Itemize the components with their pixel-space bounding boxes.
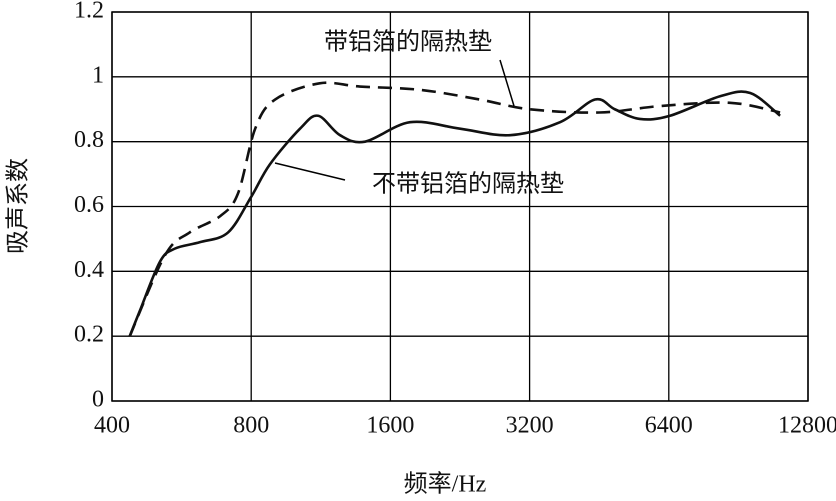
y-tick-label: 0 (92, 387, 104, 413)
x-tick-label: 800 (233, 413, 269, 439)
y-tick-label: 0.2 (74, 322, 104, 348)
plot-frame (111, 11, 809, 402)
series-line (128, 81, 781, 337)
x-tick-label: 1600 (366, 413, 414, 439)
y-tick-label: 1.2 (74, 0, 104, 24)
y-tick-label: 0.4 (74, 257, 104, 283)
series-line (128, 90, 781, 337)
leader-line (274, 162, 346, 181)
y-tick-label: 0.6 (74, 192, 104, 218)
y-tick-label: 0.8 (74, 127, 104, 153)
curve-label: 带铝箔的隔热垫 (324, 29, 492, 56)
x-tick-label: 400 (94, 413, 130, 439)
y-axis-label: 吸声系数 (5, 158, 32, 254)
y-tick-label: 1 (92, 62, 104, 88)
x-axis-label: 频率/Hz (404, 471, 487, 498)
x-tick-label: 3200 (506, 413, 554, 439)
leader-line (499, 59, 515, 107)
x-tick-label: 12800 (778, 413, 836, 439)
curve-label: 不带铝箔的隔热垫 (372, 171, 564, 198)
x-tick-label: 6400 (645, 413, 693, 439)
